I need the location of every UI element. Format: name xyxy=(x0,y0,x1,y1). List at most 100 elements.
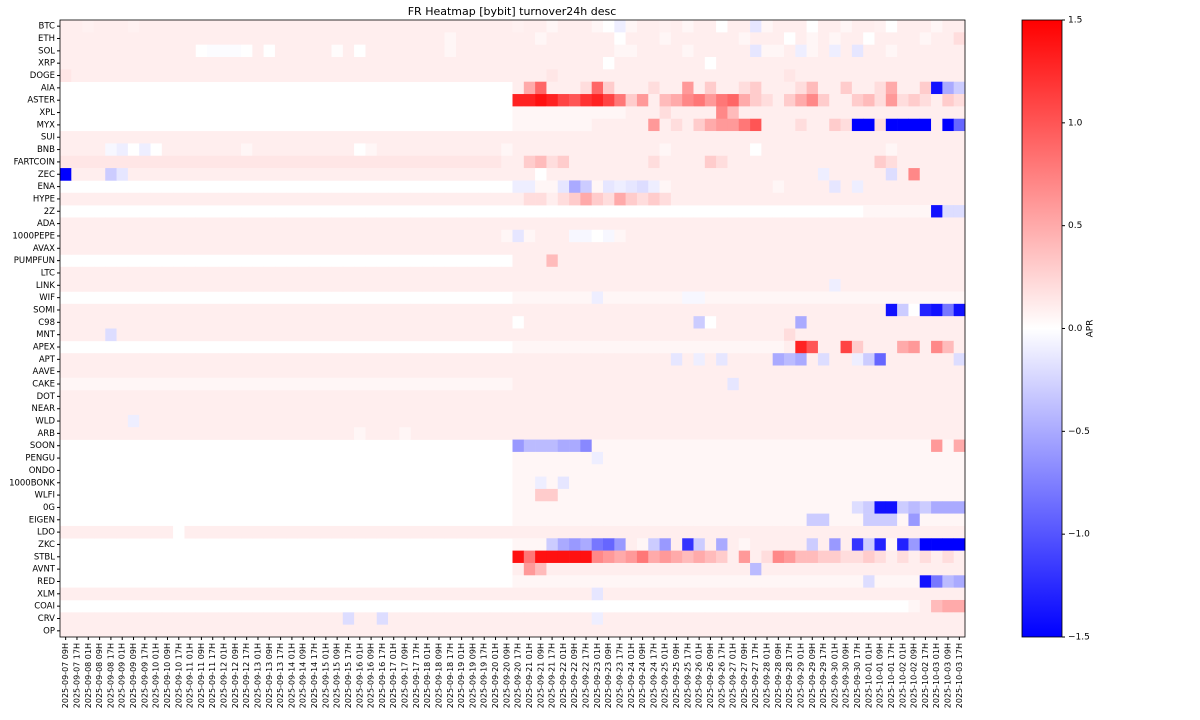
heat-cell xyxy=(648,291,660,305)
heat-cell xyxy=(207,624,219,638)
heat-cell xyxy=(444,69,457,82)
heat-cell xyxy=(625,279,638,292)
heat-cell xyxy=(750,390,762,403)
heat-cell xyxy=(795,143,807,157)
heat-cell xyxy=(704,390,717,403)
heat-cell xyxy=(116,525,129,539)
x-tick-label: 2025-09-26 01H xyxy=(695,643,704,708)
heat-cell xyxy=(851,303,864,317)
heat-cell xyxy=(829,377,841,391)
heat-cell xyxy=(806,550,819,564)
heat-cell xyxy=(738,624,751,638)
heat-cell xyxy=(784,20,796,33)
heat-cell xyxy=(885,612,898,625)
heat-cell xyxy=(580,624,592,638)
heat-cell xyxy=(863,155,875,169)
heat-cell xyxy=(659,488,672,502)
heat-cell xyxy=(636,94,649,107)
heat-cell xyxy=(942,316,954,329)
heat-cell xyxy=(252,266,264,280)
heat-cell xyxy=(908,488,921,502)
heat-cell xyxy=(727,427,740,440)
heat-cell xyxy=(252,57,264,70)
heat-cell xyxy=(942,513,954,527)
heat-cell xyxy=(784,106,796,120)
heat-cell xyxy=(931,513,943,527)
heat-cell xyxy=(897,291,909,305)
heat-cell xyxy=(252,316,264,329)
heat-cell xyxy=(422,427,434,440)
heat-cell xyxy=(546,69,559,82)
heat-cell xyxy=(512,476,525,490)
heat-cell xyxy=(636,414,649,428)
heat-cell xyxy=(942,488,954,502)
heat-cell xyxy=(354,525,366,539)
heat-cell xyxy=(693,488,706,502)
heat-cell xyxy=(184,328,197,342)
heat-cell xyxy=(851,229,864,243)
heat-cell xyxy=(829,180,841,194)
heat-cell xyxy=(433,44,445,58)
heat-cell xyxy=(897,303,909,317)
heat-cell xyxy=(908,377,921,391)
heat-cell xyxy=(659,192,672,206)
heat-cell xyxy=(682,402,694,416)
heat-cell xyxy=(682,180,694,194)
heat-cell xyxy=(897,44,909,58)
y-tick-label: ADA xyxy=(37,219,55,229)
heat-cell xyxy=(636,464,649,477)
heat-cell xyxy=(817,143,830,157)
heat-cell xyxy=(863,353,875,366)
heat-cell xyxy=(919,550,932,564)
heat-cell xyxy=(806,501,819,514)
heat-cell xyxy=(241,303,253,317)
heat-cell xyxy=(308,266,321,280)
heat-cell xyxy=(591,94,604,107)
heat-cell xyxy=(422,328,434,342)
heat-cell xyxy=(263,414,276,428)
heat-cell xyxy=(738,303,751,317)
heat-cell xyxy=(693,44,706,58)
heat-cell xyxy=(693,279,706,292)
heat-cell xyxy=(161,402,174,416)
heat-cell xyxy=(840,303,853,317)
heat-cell xyxy=(784,562,796,576)
heat-cell xyxy=(93,131,106,144)
x-tick-label: 2025-09-16 09H xyxy=(367,643,376,708)
heat-cell xyxy=(308,427,321,440)
heat-cell xyxy=(274,266,287,280)
heat-cell xyxy=(908,587,921,601)
heat-cell xyxy=(388,587,400,601)
heat-cell xyxy=(331,131,344,144)
heat-cell xyxy=(410,624,423,638)
heat-cell xyxy=(716,390,728,403)
heat-cell xyxy=(512,303,525,317)
heat-cell xyxy=(625,44,638,58)
heat-cell xyxy=(908,106,921,120)
heat-cell xyxy=(897,390,909,403)
heat-cell xyxy=(331,32,344,45)
heat-cell xyxy=(376,44,389,58)
heat-cell xyxy=(580,488,592,502)
heat-cell xyxy=(512,155,525,169)
heat-cell xyxy=(71,303,83,317)
heat-cell xyxy=(150,44,163,58)
heat-cell xyxy=(851,32,864,45)
heat-cell xyxy=(591,69,604,82)
heat-cell xyxy=(716,414,728,428)
heat-cell xyxy=(195,242,208,255)
heat-cell xyxy=(399,624,411,638)
heat-cell xyxy=(772,612,785,625)
heat-cell xyxy=(127,279,140,292)
heat-cell xyxy=(772,439,785,453)
heat-cell xyxy=(603,488,615,502)
heat-cell xyxy=(953,155,966,169)
heat-cell xyxy=(806,575,819,588)
heat-cell xyxy=(569,575,581,588)
heat-cell xyxy=(851,390,864,403)
heat-cell xyxy=(716,291,728,305)
heat-cell xyxy=(105,377,117,391)
heat-cell xyxy=(897,328,909,342)
heat-cell xyxy=(399,155,411,169)
heat-cell xyxy=(919,205,932,218)
